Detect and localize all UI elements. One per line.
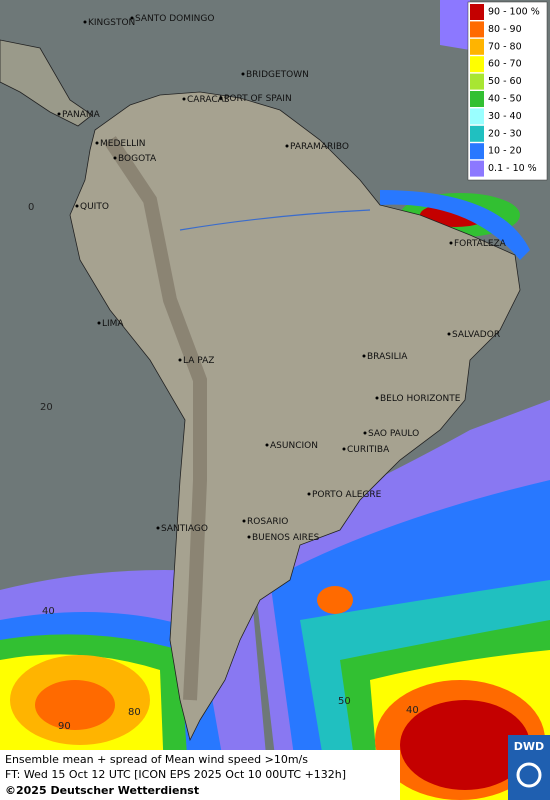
legend-label: 90 - 100 % — [488, 7, 540, 18]
legend-label: 70 - 80 — [488, 41, 522, 52]
contour-label: 90 — [58, 721, 71, 732]
legend-label: 80 - 90 — [488, 24, 522, 35]
city-label: KINGSTON — [88, 18, 135, 28]
city-dot — [156, 526, 160, 530]
city-label: PORT OF SPAIN — [224, 94, 292, 104]
city-dot — [362, 354, 366, 358]
city-label: LIMA — [102, 319, 124, 329]
city-label: CURITIBA — [347, 445, 390, 455]
city-label: SANTIAGO — [161, 524, 208, 534]
city-dot — [375, 396, 379, 400]
footer-line: FT: Wed 15 Oct 12 UTC [ICON EPS 2025 Oct… — [5, 768, 346, 781]
city-label: PORTO ALEGRE — [312, 490, 382, 500]
city-dot — [247, 535, 251, 539]
city-label: ROSARIO — [247, 517, 288, 527]
city-dot — [449, 241, 453, 245]
legend-swatch — [470, 21, 484, 38]
city-label: BELO HORIZONTE — [380, 394, 461, 404]
logo-icon — [516, 762, 542, 788]
city-dot — [182, 97, 186, 101]
legend-label: 50 - 60 — [488, 76, 522, 87]
legend-swatch — [470, 91, 484, 107]
city-label: FORTALEZA — [454, 239, 507, 249]
lat-label: 0 — [28, 202, 34, 213]
legend: 90 - 100 % 80 - 90 70 - 80 60 - 70 50 - 60 40… — [467, 1, 548, 181]
legend-label: 60 - 70 — [488, 59, 522, 70]
city-label: LA PAZ — [183, 356, 214, 366]
legend-label: 0.1 - 10 % — [488, 163, 537, 174]
lat-label: 20 — [40, 402, 53, 413]
legend-label: 20 - 30 — [488, 128, 522, 139]
city-dot — [83, 20, 87, 24]
legend-label: 10 - 20 — [488, 146, 522, 157]
city-dot — [97, 321, 101, 325]
city-label: SALVADOR — [452, 330, 500, 340]
city-dot — [342, 447, 346, 451]
city-label: MEDELLIN — [100, 139, 145, 149]
legend-label: 30 - 40 — [488, 111, 522, 122]
city-label: CARACAS — [187, 95, 230, 105]
city-label: SAO PAULO — [368, 429, 419, 439]
city-dot — [95, 141, 99, 145]
city-label: BRASILIA — [367, 352, 408, 362]
city-dot — [75, 204, 79, 208]
city-label: BOGOTA — [118, 154, 157, 164]
legend-swatch — [470, 143, 484, 160]
city-dot — [113, 156, 117, 160]
legend-swatch — [470, 4, 484, 20]
legend-swatch — [470, 108, 484, 125]
logo-box — [508, 735, 550, 800]
city-label: PANAMA — [62, 110, 101, 120]
city-dot — [130, 16, 134, 20]
contour-label: 50 — [338, 696, 351, 707]
footer-line: Ensemble mean + spread of Mean wind spee… — [5, 753, 308, 766]
city-label: ASUNCION — [270, 441, 318, 451]
legend-swatch — [470, 160, 484, 177]
city-label: QUITO — [80, 202, 109, 212]
city-dot — [265, 443, 269, 447]
lat-label: 40 — [42, 606, 55, 617]
copyright: ©2025 Deutscher Wetterdienst — [5, 784, 199, 797]
city-label: PARAMARIBO — [290, 142, 349, 152]
city-dot — [241, 72, 245, 76]
city-dot — [219, 96, 223, 100]
city-dot — [307, 492, 311, 496]
city-dot — [447, 332, 451, 336]
city-dot — [363, 431, 367, 435]
legend-swatch — [470, 73, 484, 90]
city-dot — [242, 519, 246, 523]
city-dot — [285, 144, 289, 148]
labels: 0 20 40 80 90 50 40 KINGSTON SANTO DOMING… — [28, 14, 507, 732]
footer-box — [0, 750, 400, 800]
city-label: SANTO DOMINGO — [135, 14, 214, 24]
legend-swatch — [470, 38, 484, 55]
legend-swatch — [470, 56, 484, 73]
city-dot — [57, 112, 61, 116]
contour-label: 40 — [406, 705, 419, 716]
legend-label: 40 - 50 — [488, 94, 522, 105]
city-dot — [178, 358, 182, 362]
city-label: BRIDGETOWN — [246, 70, 309, 80]
land — [0, 39, 521, 742]
logo: DWD — [514, 740, 544, 753]
legend-swatch — [470, 125, 484, 142]
city-label: BUENOS AIRES — [252, 533, 320, 543]
contour-label: 80 — [128, 707, 141, 718]
